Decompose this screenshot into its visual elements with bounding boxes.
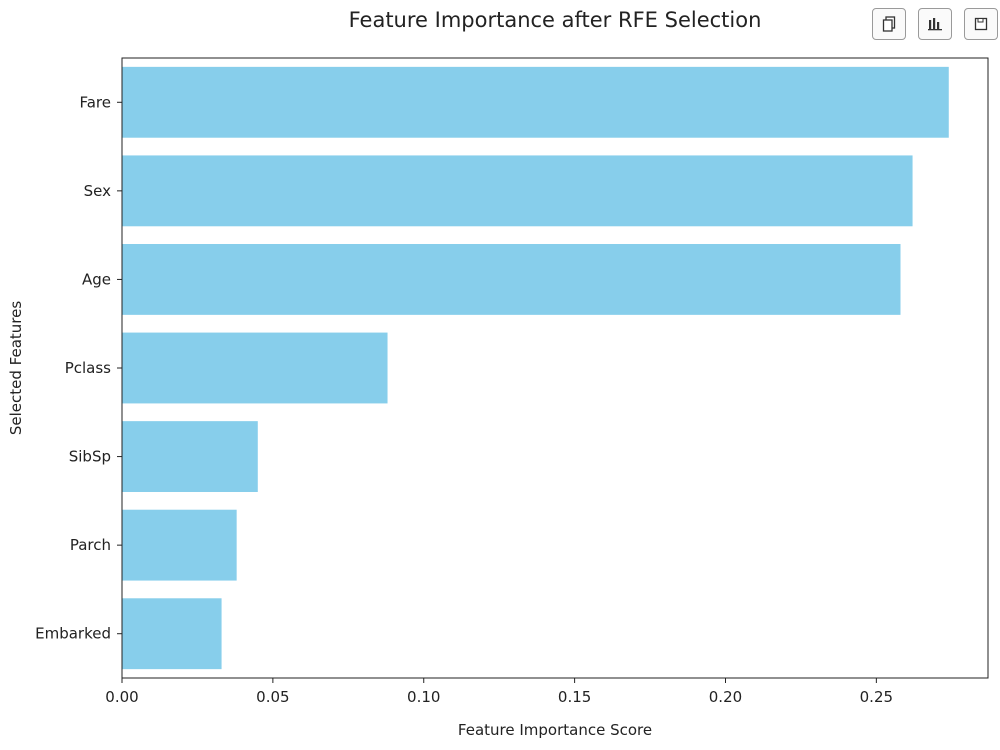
x-tick-label: 0.20 [709, 688, 742, 706]
bar-age [122, 244, 901, 315]
bar-parch [122, 509, 237, 581]
bar-pclass [122, 332, 388, 404]
bar-sex [122, 155, 913, 227]
x-tick-label: 0.15 [558, 688, 591, 706]
x-tick-label: 0.00 [105, 688, 138, 706]
save-icon [974, 17, 988, 31]
y-tick-label: Embarked [35, 625, 111, 643]
x-tick-label: 0.05 [256, 688, 289, 706]
y-tick-label: Pclass [65, 359, 111, 377]
x-axis-ticks: 0.00 0.05 0.10 0.15 0.20 0.25 [105, 678, 893, 706]
y-axis-ticks: Fare Sex Age Pclass SibSp Parch Embarked [35, 93, 122, 643]
bar-embarked [122, 598, 222, 670]
x-tick-label: 0.10 [407, 688, 440, 706]
save-button[interactable] [964, 8, 998, 40]
chart-toolbar [872, 8, 998, 40]
chart-title: Feature Importance after RFE Selection [348, 8, 762, 32]
bar-chart-icon [928, 18, 942, 31]
y-tick-label: Parch [70, 536, 111, 554]
copy-icon [882, 16, 896, 32]
plot-frame [121, 57, 989, 679]
y-tick-label: Sex [84, 182, 111, 200]
y-tick-label: Fare [79, 93, 111, 111]
bar-group [122, 66, 949, 670]
x-tick-label: 0.25 [860, 688, 893, 706]
x-axis-label: Feature Importance Score [458, 721, 652, 739]
y-axis-label: Selected Features [7, 301, 25, 435]
copy-button[interactable] [872, 8, 906, 40]
bar-sibsp [122, 421, 258, 492]
chart-view-button[interactable] [918, 8, 952, 40]
y-tick-label: SibSp [69, 448, 111, 466]
bar-fare [122, 66, 949, 138]
y-tick-label: Age [82, 270, 111, 288]
